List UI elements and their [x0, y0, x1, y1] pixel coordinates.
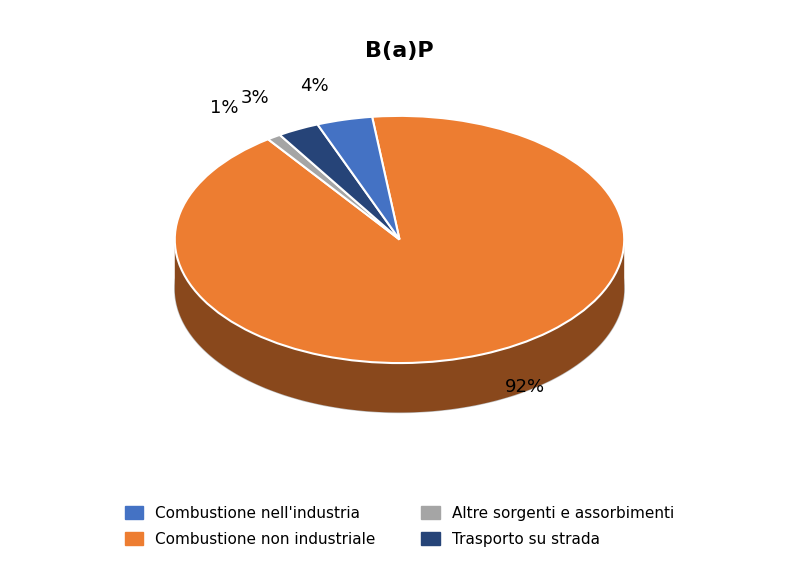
Text: 92%: 92% — [504, 378, 545, 396]
Ellipse shape — [175, 165, 624, 412]
Title: B(a)P: B(a)P — [365, 41, 434, 61]
Wedge shape — [175, 116, 624, 363]
Wedge shape — [317, 117, 400, 240]
Text: 3%: 3% — [241, 89, 270, 107]
Wedge shape — [268, 135, 400, 240]
Wedge shape — [280, 124, 400, 240]
Polygon shape — [175, 238, 624, 412]
Text: 1%: 1% — [210, 99, 239, 118]
Text: 4%: 4% — [300, 77, 329, 95]
Legend: Combustione nell'industria, Combustione non industriale, Altre sorgenti e assorb: Combustione nell'industria, Combustione … — [118, 499, 681, 553]
